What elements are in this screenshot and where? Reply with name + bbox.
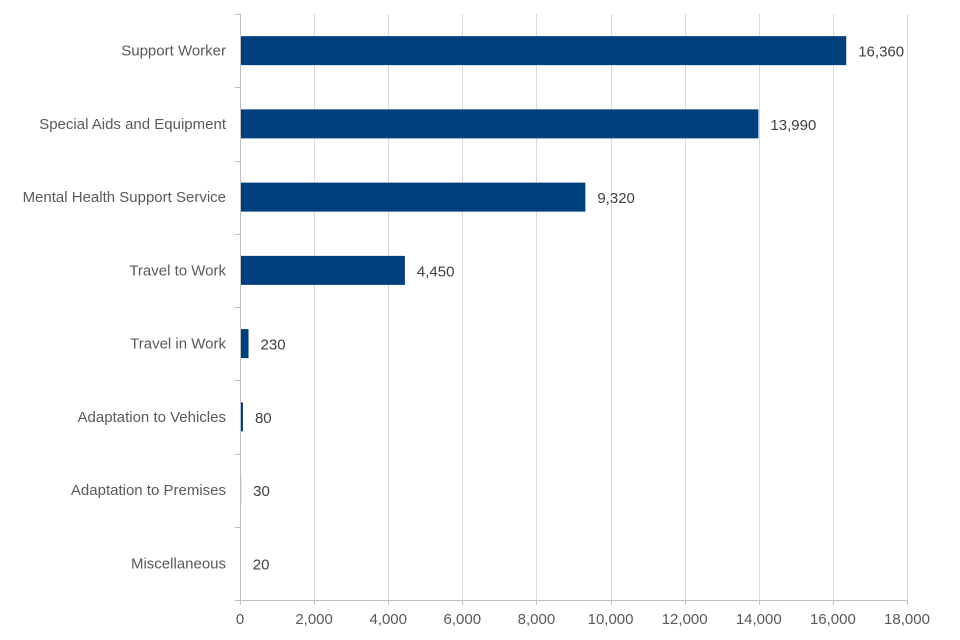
labels: 0 2,000 4,000 6,000 8,000 10,000 12,000 14,000 1… (23, 43, 930, 628)
data-label: 80 (255, 410, 272, 427)
x-tick-label: 8,000 (518, 611, 556, 628)
data-label: 13,990 (770, 117, 816, 134)
bar (241, 402, 243, 432)
bar (241, 109, 759, 139)
x-tick-label: 10,000 (588, 611, 634, 628)
data-label: 16,360 (858, 44, 904, 61)
category-label: Travel to Work (129, 262, 226, 279)
data-label: 20 (253, 556, 270, 573)
data-label: 30 (253, 483, 270, 500)
bar (241, 182, 586, 212)
bar (241, 329, 249, 359)
data-label: 230 (261, 337, 286, 354)
x-tick-label: 2,000 (295, 611, 333, 628)
category-label: Travel in Work (130, 336, 226, 353)
category-label: Miscellaneous (131, 555, 226, 572)
x-tick-label: 0 (236, 611, 244, 628)
axes (235, 14, 908, 605)
x-tick-label: 6,000 (444, 611, 482, 628)
gridlines (314, 14, 908, 600)
bar (241, 255, 405, 285)
category-label: Adaptation to Premises (71, 482, 226, 499)
x-tick-label: 16,000 (810, 611, 856, 628)
category-label: Special Aids and Equipment (39, 116, 227, 133)
bar (241, 36, 847, 66)
x-tick-label: 18,000 (884, 611, 930, 628)
data-label: 9,320 (597, 190, 635, 207)
x-tick-label: 14,000 (736, 611, 782, 628)
x-tick-label: 12,000 (662, 611, 708, 628)
bars (241, 36, 847, 505)
category-label: Adaptation to Vehicles (78, 409, 226, 426)
category-label: Mental Health Support Service (23, 189, 226, 206)
data-label: 4,450 (417, 263, 455, 280)
x-tick-label: 4,000 (369, 611, 407, 628)
category-label: Support Worker (121, 43, 226, 60)
